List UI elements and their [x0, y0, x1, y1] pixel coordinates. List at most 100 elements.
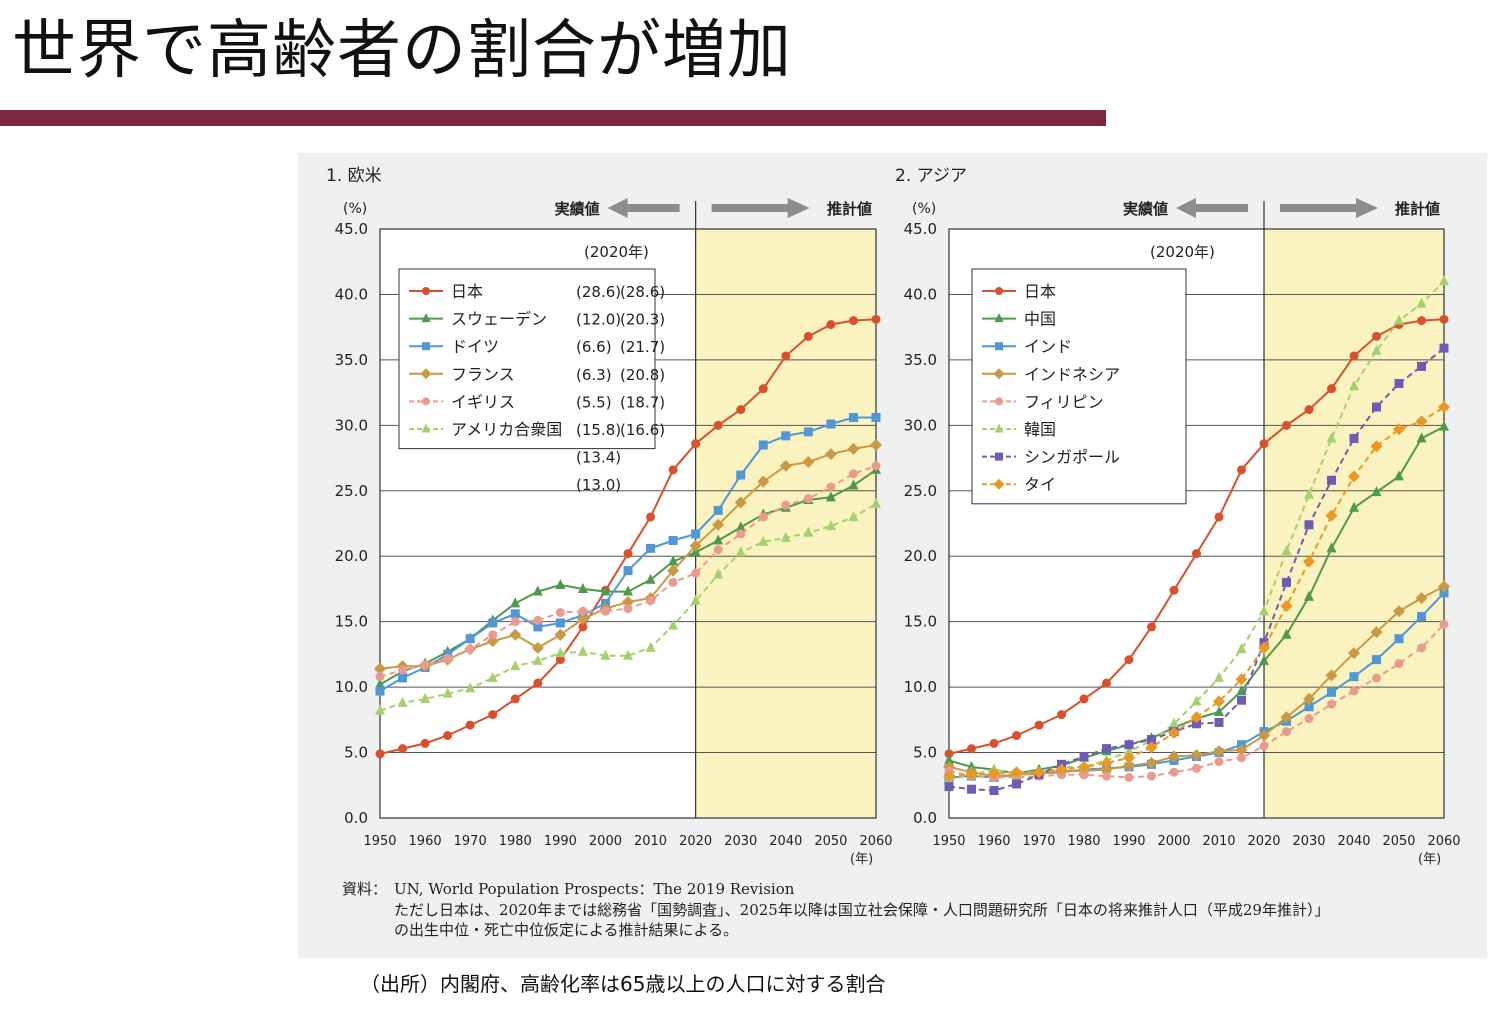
- series-6: [375, 497, 881, 715]
- data-point: [1439, 420, 1449, 431]
- data-point: [510, 609, 520, 619]
- data-point: [780, 531, 791, 542]
- data-point: [532, 654, 543, 665]
- data-point: [1327, 687, 1336, 697]
- legend: 日本 (28.6) 中国 (12.0) インド (6.6) インドネシア (6.3) フィリピン…: [576, 268, 1187, 505]
- data-point: [691, 568, 701, 578]
- legend-marker: [993, 478, 1005, 490]
- data-point: [1394, 634, 1404, 644]
- data-point: [1282, 577, 1291, 587]
- data-point: [509, 628, 522, 641]
- data-point: [1417, 361, 1426, 371]
- legend-label: フィリピン: [1024, 392, 1104, 411]
- data-point: [510, 660, 521, 671]
- source-line-2: ただし日本は、2020年までは総務省「国勢調査」、2025年以降は国立社会保障・…: [394, 901, 1330, 919]
- series-8: [943, 401, 1450, 783]
- data-point: [803, 526, 814, 537]
- data-point: [1102, 678, 1111, 688]
- data-point: [1394, 659, 1404, 669]
- y-tick-label: 45.0: [335, 220, 368, 238]
- data-point: [1280, 599, 1293, 612]
- series-line: [948, 347, 1445, 792]
- legend-label: タイ: [1024, 475, 1056, 494]
- data-point: [944, 782, 954, 792]
- data-point: [1213, 695, 1225, 708]
- legend-label: スウェーデン: [451, 310, 547, 329]
- legend-value: (28.6): [620, 283, 665, 301]
- data-point: [555, 647, 566, 658]
- data-point: [825, 520, 836, 531]
- data-point: [1281, 628, 1292, 639]
- series-5: [944, 619, 1449, 782]
- data-point: [734, 496, 747, 509]
- data-point: [1372, 673, 1381, 683]
- legend: 日本 (28.6) スウェーデン (20.3) ドイツ (21.7) フランス (20.8) イ…: [398, 268, 665, 450]
- legend-marker: [995, 342, 1003, 351]
- data-point: [1168, 750, 1180, 763]
- legend-value: (12.0): [576, 311, 621, 329]
- data-point: [375, 704, 385, 715]
- legend-label: 韓国: [1024, 420, 1056, 439]
- data-point: [967, 784, 976, 794]
- data-point: [1304, 488, 1314, 499]
- legend-marker: [995, 452, 1003, 461]
- data-point: [1124, 740, 1134, 750]
- y-tick-label: 35.0: [904, 351, 937, 369]
- legend-label: 日本: [451, 282, 483, 301]
- data-point: [578, 622, 588, 632]
- data-point: [1033, 766, 1045, 779]
- data-point: [443, 653, 453, 663]
- data-point: [1303, 692, 1315, 705]
- data-point: [1415, 415, 1428, 428]
- legend-label: 中国: [1024, 310, 1056, 329]
- data-point: [1259, 605, 1269, 616]
- x-tick-label: 2040: [1337, 834, 1370, 849]
- data-point: [1102, 744, 1111, 754]
- data-point: [824, 448, 837, 461]
- data-point: [1280, 711, 1293, 724]
- data-point: [1055, 763, 1068, 776]
- data-point: [1237, 695, 1246, 705]
- data-point: [967, 744, 976, 754]
- source-line-1: UN, World Population Prospects：The 2019 …: [394, 880, 795, 898]
- x-tick-label: 2050: [814, 834, 847, 849]
- data-point: [532, 585, 543, 596]
- x-tick-label: 2010: [634, 834, 667, 849]
- legend-box: [971, 268, 1187, 505]
- legend-marker: [421, 313, 431, 323]
- chart-2: 0.0 5.0 10.0 15.0 20.0 25.0 30.0 35.0 40.0 45.0 19…: [576, 166, 1461, 867]
- legend-marker: [420, 368, 432, 380]
- data-point: [1304, 520, 1314, 530]
- figure-panel: 0.0 5.0 10.0 15.0 20.0 25.0 30.0 35.0 40.0 45.0 19…: [298, 153, 1487, 958]
- y-tick-label: 0.0: [344, 809, 368, 827]
- data-point: [1416, 297, 1427, 308]
- data-point: [623, 649, 633, 660]
- x-tick-label: 2000: [1157, 834, 1190, 849]
- data-point: [826, 419, 836, 429]
- plot-frame: [948, 228, 1445, 819]
- data-point: [1258, 729, 1270, 742]
- data-point: [802, 455, 815, 468]
- y-axis-unit: (%): [912, 201, 936, 217]
- x-tick-label: 2060: [859, 834, 892, 849]
- data-point: [1417, 611, 1426, 621]
- data-point: [848, 469, 858, 479]
- data-point: [1259, 439, 1269, 449]
- data-point: [488, 618, 498, 628]
- source-line-3: の出生中位・死亡中位仮定による推計結果による。: [394, 921, 739, 939]
- data-point: [1169, 717, 1179, 728]
- data-point: [623, 585, 633, 596]
- data-point: [1237, 465, 1246, 475]
- data-point: [420, 692, 431, 703]
- legend-marker: [422, 287, 430, 295]
- data-point: [1147, 771, 1156, 781]
- data-point: [443, 731, 453, 741]
- data-point: [555, 618, 565, 628]
- legend-box: [398, 268, 656, 450]
- data-point: [1214, 512, 1224, 522]
- charts-canvas: 0.0 5.0 10.0 15.0 20.0 25.0 30.0 35.0 40.0 45.0 19…: [326, 166, 1461, 867]
- data-point: [465, 634, 475, 644]
- source-label: 資料：: [342, 880, 388, 898]
- legend-label: インドネシア: [1024, 365, 1120, 384]
- y-tick-label: 15.0: [904, 613, 937, 631]
